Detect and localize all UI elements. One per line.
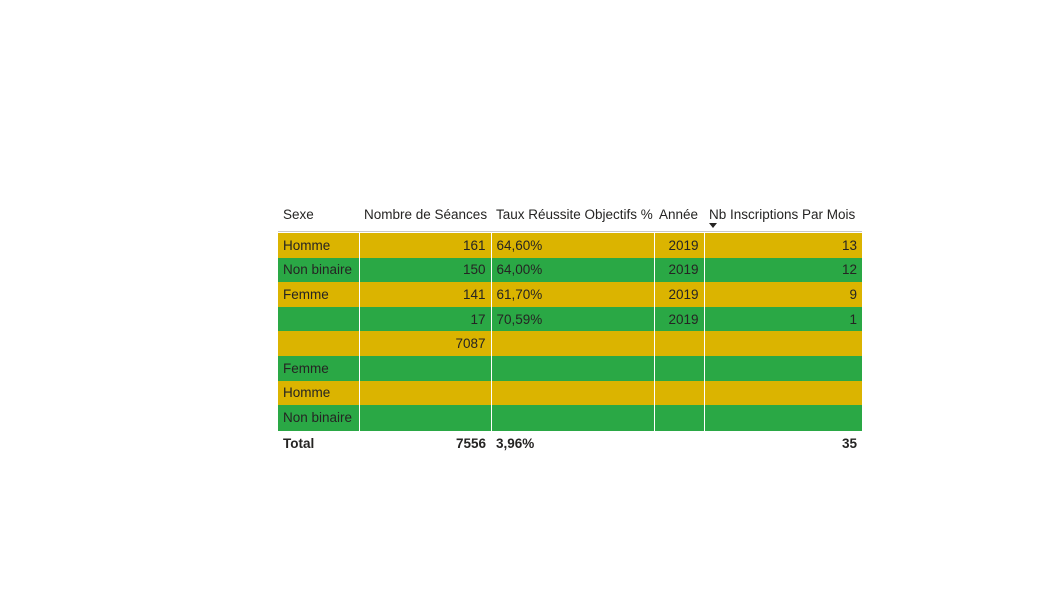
cell-sexe: Homme	[278, 380, 360, 406]
cell-taux: 61,70%	[491, 282, 655, 307]
table-row[interactable]: Femme 141 61,70% 2019 9	[278, 282, 862, 307]
table-row[interactable]: Homme	[278, 380, 862, 406]
header-row: Sexe Nombre de Séances Taux Réussite Obj…	[278, 197, 862, 232]
cell-inscriptions: 1	[704, 306, 862, 332]
cell-sexe	[278, 331, 360, 356]
total-inscriptions: 35	[704, 429, 862, 457]
column-header-inscriptions[interactable]: Nb Inscriptions Par Mois	[704, 197, 862, 232]
cell-seances	[359, 380, 492, 406]
table-row[interactable]: Homme 161 64,60% 2019 13	[278, 233, 862, 258]
data-table: Sexe Nombre de Séances Taux Réussite Obj…	[278, 197, 862, 457]
cell-sexe: Non binaire	[278, 257, 360, 283]
table-row[interactable]: 17 70,59% 2019 1	[278, 306, 862, 332]
table-row[interactable]: 7087	[278, 331, 862, 356]
column-header-sexe[interactable]: Sexe	[278, 197, 359, 232]
cell-taux: 70,59%	[491, 306, 655, 332]
cell-seances: 7087	[359, 331, 492, 356]
cell-sexe: Non binaire	[278, 405, 360, 431]
total-label: Total	[278, 429, 359, 457]
column-header-seances[interactable]: Nombre de Séances	[359, 197, 491, 232]
cell-annee: 2019	[654, 233, 705, 258]
total-seances: 7556	[359, 429, 491, 457]
total-row: Total 7556 3,96% 35	[278, 429, 862, 457]
table-visual: Sexe Nombre de Séances Taux Réussite Obj…	[278, 197, 862, 457]
cell-annee: 2019	[654, 257, 705, 283]
cell-annee: 2019	[654, 306, 705, 332]
cell-sexe: Femme	[278, 355, 360, 381]
column-header-taux[interactable]: Taux Réussite Objectifs %	[491, 197, 654, 232]
cell-annee	[654, 405, 705, 431]
cell-inscriptions	[704, 380, 862, 406]
cell-taux	[491, 405, 655, 431]
total-annee	[654, 429, 704, 457]
cell-inscriptions: 13	[704, 233, 862, 258]
cell-inscriptions: 12	[704, 257, 862, 283]
cell-taux	[491, 355, 655, 381]
cell-inscriptions	[704, 405, 862, 431]
cell-inscriptions	[704, 331, 862, 356]
cell-annee	[654, 355, 705, 381]
cell-seances: 150	[359, 257, 492, 283]
cell-seances: 141	[359, 282, 492, 307]
total-taux: 3,96%	[491, 429, 654, 457]
cell-inscriptions: 9	[704, 282, 862, 307]
cell-annee	[654, 331, 705, 356]
cell-seances: 161	[359, 233, 492, 258]
column-header-inscriptions-label: Nb Inscriptions Par Mois	[709, 206, 856, 222]
table-row[interactable]: Non binaire	[278, 405, 862, 431]
cell-sexe	[278, 306, 360, 332]
cell-seances	[359, 405, 492, 431]
sort-descending-icon[interactable]	[709, 223, 717, 228]
column-header-annee[interactable]: Année	[654, 197, 704, 232]
table-row[interactable]: Femme	[278, 355, 862, 381]
table-body: Homme 161 64,60% 2019 13 Non binaire 150…	[278, 233, 862, 431]
cell-seances	[359, 355, 492, 381]
table-row[interactable]: Non binaire 150 64,00% 2019 12	[278, 257, 862, 283]
cell-annee	[654, 380, 705, 406]
cell-seances: 17	[359, 306, 492, 332]
cell-taux: 64,00%	[491, 257, 655, 283]
cell-sexe: Homme	[278, 233, 360, 258]
cell-inscriptions	[704, 355, 862, 381]
cell-sexe: Femme	[278, 282, 360, 307]
cell-taux	[491, 331, 655, 356]
cell-annee: 2019	[654, 282, 705, 307]
cell-taux	[491, 380, 655, 406]
cell-taux: 64,60%	[491, 233, 655, 258]
